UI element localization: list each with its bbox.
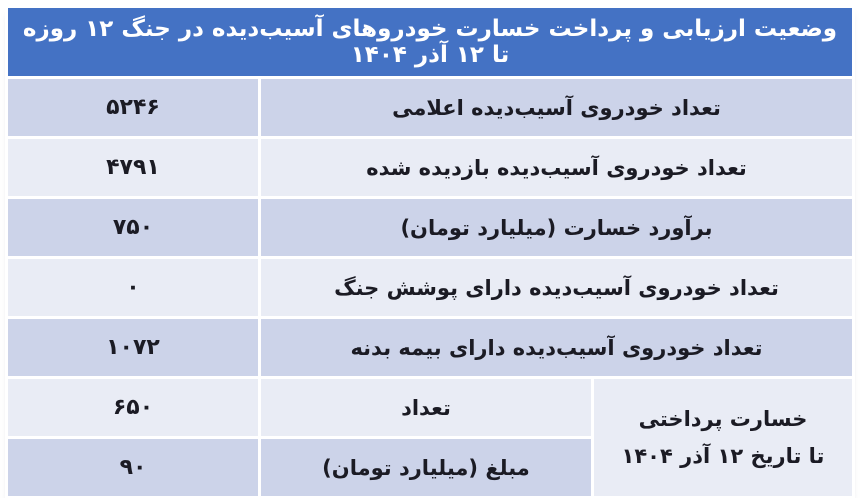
- row-value-damage-estimate: ۷۵۰: [7, 199, 258, 256]
- table-title: وضعیت ارزیابی و پرداخت خسارت خودروهای آس…: [7, 8, 852, 76]
- table-row: مبلغ (میلیارد تومان) ۹۰: [7, 439, 852, 496]
- row-label-inspected-count: تعداد خودروی آسیب‌دیده بازدیده شده: [261, 139, 852, 196]
- row-value-paid-count: ۶۵۰: [7, 379, 258, 436]
- table-row: تعداد خودروی آسیب‌دیده دارای بیمه بدنه ۱…: [7, 319, 852, 376]
- row-value-body-insurance-count: ۱۰۷۲: [7, 319, 258, 376]
- row-value-inspected-count: ۴۷۹۱: [7, 139, 258, 196]
- table-row: تعداد خودروی آسیب‌دیده اعلامی ۵۲۴۶: [7, 79, 852, 136]
- table-header-row: وضعیت ارزیابی و پرداخت خسارت خودروهای آس…: [7, 8, 852, 76]
- row-label-body-insurance-count: تعداد خودروی آسیب‌دیده دارای بیمه بدنه: [261, 319, 852, 376]
- damage-assessment-table: وضعیت ارزیابی و پرداخت خسارت خودروهای آس…: [5, 5, 855, 498]
- row-value-declared-count: ۵۲۴۶: [7, 79, 258, 136]
- row-label-declared-count: تعداد خودروی آسیب‌دیده اعلامی: [261, 79, 852, 136]
- paid-claims-title-line1: خسارت پرداختی: [638, 406, 808, 431]
- row-label-paid-count: تعداد: [261, 379, 591, 436]
- paid-claims-title-line2: تا تاریخ ۱۲ آذر ۱۴۰۴: [621, 443, 825, 468]
- row-label-war-coverage-count: تعداد خودروی آسیب‌دیده دارای پوشش جنگ: [261, 259, 852, 316]
- row-value-war-coverage-count: ۰: [7, 259, 258, 316]
- table-row: تعداد خودروی آسیب‌دیده دارای پوشش جنگ ۰: [7, 259, 852, 316]
- table-row: خسارت پرداختی تا تاریخ ۱۲ آذر ۱۴۰۴ تعداد…: [7, 379, 852, 496]
- row-label-paid-amount: مبلغ (میلیارد تومان): [261, 439, 591, 496]
- paid-claims-group-cell: خسارت پرداختی تا تاریخ ۱۲ آذر ۱۴۰۴: [594, 379, 852, 496]
- row-label-damage-estimate: برآورد خسارت (میلیارد تومان): [261, 199, 852, 256]
- table-row: تعداد خودروی آسیب‌دیده بازدیده شده ۴۷۹۱: [7, 139, 852, 196]
- row-value-paid-amount: ۹۰: [7, 439, 258, 496]
- table-row: برآورد خسارت (میلیارد تومان) ۷۵۰: [7, 199, 852, 256]
